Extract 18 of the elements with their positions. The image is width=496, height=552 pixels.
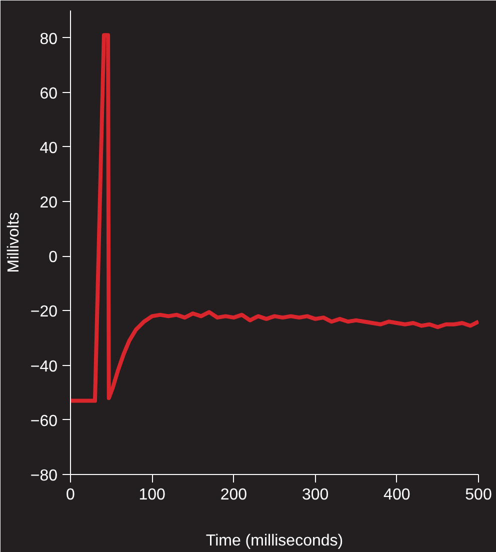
x-tick-label: 100: [138, 486, 166, 504]
x-tick-label: 0: [66, 486, 76, 504]
y-tick-label: −80: [30, 468, 58, 484]
y-tick-label: −20: [30, 304, 58, 321]
x-tick-label: 200: [220, 486, 248, 504]
y-tick-label: 60: [40, 85, 58, 102]
y-tick-label: −40: [30, 358, 58, 376]
x-tick-label: 300: [302, 486, 329, 504]
y-tick-label: 20: [40, 194, 58, 212]
y-tick-label: 80: [40, 30, 58, 48]
x-tick-label: 500: [465, 486, 492, 504]
x-axis-title: Time (milliseconds): [206, 532, 344, 550]
line-series: [70, 33, 478, 403]
y-axis-title: Millivolts: [5, 212, 22, 273]
y-tick-label: 0: [48, 249, 58, 266]
y-tick-label: −60: [30, 412, 58, 430]
x-tick-label: 400: [384, 486, 410, 504]
y-tick-label: 40: [40, 140, 58, 157]
